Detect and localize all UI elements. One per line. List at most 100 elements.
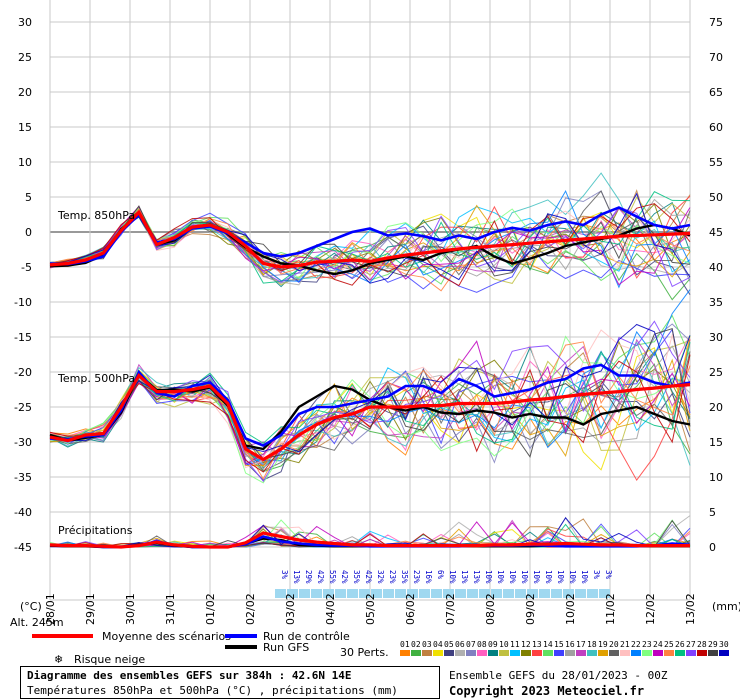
right-tick-label: 25 (709, 366, 723, 379)
snow-percent: 10% (520, 570, 529, 584)
snow-percent: 10% (532, 570, 541, 584)
perturbation-line (49, 205, 691, 286)
snow-flake-block (371, 589, 382, 598)
perturbation-swatch (543, 650, 553, 656)
left-tick-label: -10 (14, 296, 32, 309)
date-label: 28/01 (44, 593, 57, 625)
perturbation-number: 19 (598, 640, 608, 649)
snow-flake-block (479, 589, 490, 598)
snow-percent: 10% (508, 570, 517, 584)
perturbation-swatch (565, 650, 575, 656)
snow-percent: 3% (592, 570, 601, 580)
perturbation-swatch (697, 650, 707, 656)
ensemble-run-info: Ensemble GEFS du 28/01/2023 - 00Z (449, 669, 668, 682)
grid (49, 0, 691, 601)
snow-flake-block (587, 589, 598, 598)
date-label: 07/02 (444, 593, 457, 625)
right-tick-label: 5 (709, 506, 716, 519)
perturbation-swatch (719, 650, 729, 656)
snow-percent: 42% (364, 570, 373, 584)
date-label: 05/02 (364, 593, 377, 625)
snow-flake-block (455, 589, 466, 598)
perturbation-number: 12 (521, 640, 531, 649)
perturbation-line (49, 341, 691, 444)
perturbation-swatch (686, 650, 696, 656)
perturbation-swatch (477, 650, 487, 656)
perturbation-number: 14 (543, 640, 553, 649)
perturbation-number: 10 (499, 640, 509, 649)
perturbation-number: 17 (576, 640, 586, 649)
perturbation-swatch (554, 650, 564, 656)
legend-mean-label: Moyenne des scénarios (102, 630, 231, 643)
right-tick-label: 55 (709, 156, 723, 169)
perturbation-number: 16 (565, 640, 575, 649)
date-label: 03/02 (284, 593, 297, 625)
chart-title: Diagramme des ensembles GEFS sur 384h : … (27, 669, 352, 682)
snow-percent: 32% (376, 570, 385, 584)
snow-percent: 42% (340, 570, 349, 584)
perturbation-swatch (609, 650, 619, 656)
snow-flake-block (599, 589, 610, 598)
right-axis-unit: (mm) (712, 600, 740, 613)
perturbation-number: 18 (587, 640, 597, 649)
snow-percent: 29% (304, 570, 313, 584)
snow-percent: 55% (328, 570, 337, 584)
snow-percent: 23% (388, 570, 397, 584)
perturbation-number: 30 (719, 640, 729, 649)
snow-percent: 3% (280, 570, 289, 580)
perturbation-number: 21 (620, 640, 630, 649)
left-tick-label: 30 (18, 16, 32, 29)
perturbation-swatch (400, 650, 410, 656)
snow-flake-block (299, 589, 310, 598)
t850-label: Temp. 850hPa (57, 209, 135, 222)
date-label: 01/02 (204, 593, 217, 625)
ensemble-chart: 3% 13% 29% 42% 55% 42% 35% 42% 32% 23% 35% 23% 16% 6%… (10, 0, 740, 666)
right-tick-label: 0 (709, 541, 716, 554)
snow-percent: 13% (472, 570, 481, 584)
perturbation-number: 03 (422, 640, 432, 649)
perturbation-swatch (642, 650, 652, 656)
footer-title-box: Diagramme des ensembles GEFS sur 384h : … (20, 666, 440, 699)
snow-percent: 23% (412, 570, 421, 584)
perturbation-line (49, 206, 691, 288)
perturbation-swatch (653, 650, 663, 656)
snow-percent: 10% (544, 570, 553, 584)
left-tick-label: 5 (25, 191, 32, 204)
perturbation-swatch (532, 650, 542, 656)
perturbation-swatch (422, 650, 432, 656)
perturbation-number: 07 (466, 640, 476, 649)
snow-flake-block (311, 589, 322, 598)
left-tick-label: -45 (14, 541, 32, 554)
series-line-precip (49, 531, 690, 549)
perturbation-number: 28 (697, 640, 707, 649)
perturbation-swatch (455, 650, 465, 656)
main-series-lines (49, 206, 691, 549)
perturbation-number: 22 (631, 640, 641, 649)
snow-percent: 16% (424, 570, 433, 584)
perturbation-swatch (411, 650, 421, 656)
snow-flake-block (275, 589, 286, 598)
perturbation-number: 25 (664, 640, 674, 649)
snow-percent: 13% (460, 570, 469, 584)
perturbation-swatch (587, 650, 597, 656)
snow-flake-block (383, 589, 394, 598)
perturbation-swatch (521, 650, 531, 656)
right-tick-label: 45 (709, 226, 723, 239)
left-tick-label: -30 (14, 436, 32, 449)
right-tick-label: 70 (709, 51, 723, 64)
snow-flake-block (359, 589, 370, 598)
left-axis-unit: (°C) (20, 600, 42, 613)
perturbation-line (49, 328, 691, 460)
perturbation-number: 27 (686, 640, 696, 649)
perturbation-number: 23 (642, 640, 652, 649)
right-tick-label: 30 (709, 331, 723, 344)
perturbation-swatch (488, 650, 498, 656)
snow-flake-block (491, 589, 502, 598)
series-line-t850 (49, 209, 691, 269)
perturbation-number: 05 (444, 640, 454, 649)
perturbation-swatch (466, 650, 476, 656)
snow-flake-block (419, 589, 430, 598)
snow-risk-strip: 3% 13% 29% 42% 55% 42% 35% 42% 32% 23% 35% 23% 16% 6%… (275, 570, 613, 598)
perturbation-swatch (664, 650, 674, 656)
right-tick-label: 15 (709, 436, 723, 449)
